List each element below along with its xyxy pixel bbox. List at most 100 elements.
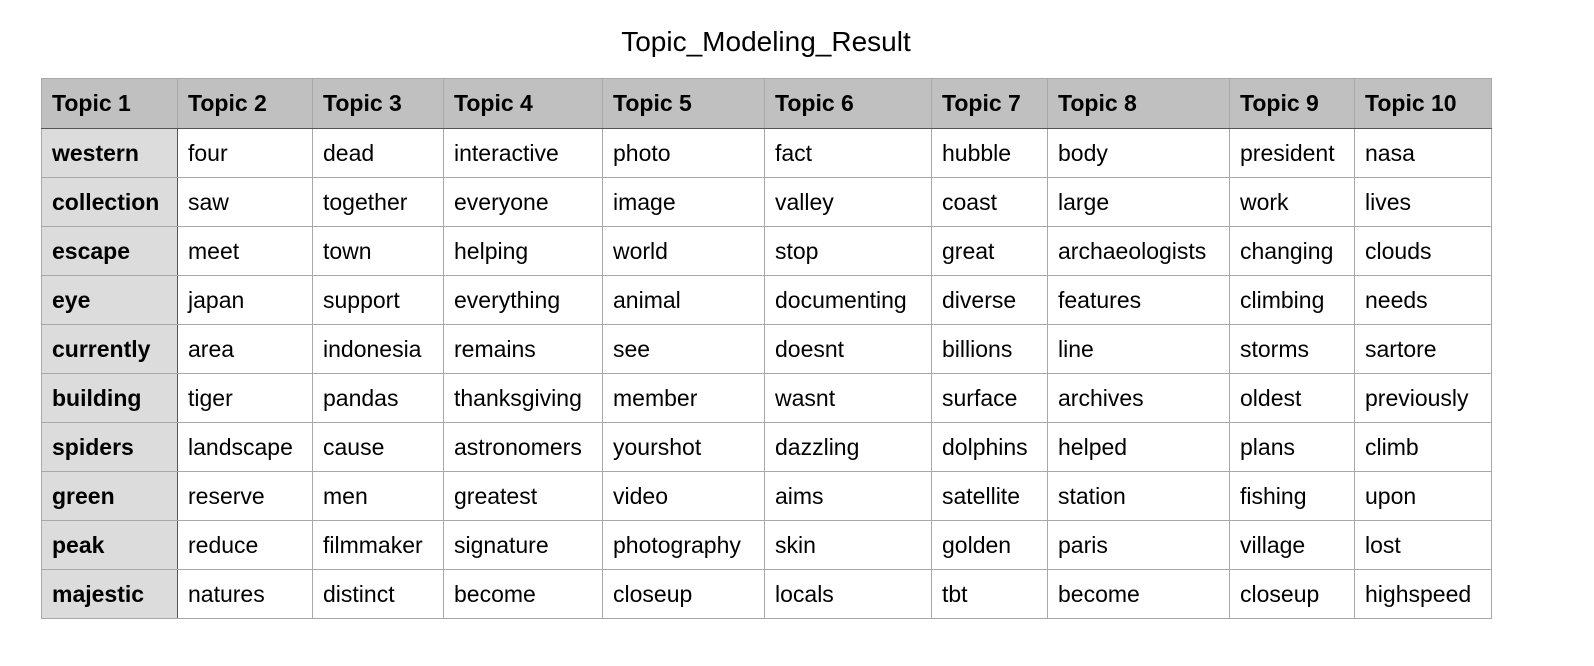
table-cell[interactable]: astronomers: [443, 422, 603, 472]
table-cell[interactable]: features: [1047, 275, 1230, 325]
table-cell[interactable]: village: [1229, 520, 1355, 570]
table-cell[interactable]: archaeologists: [1047, 226, 1230, 276]
table-cell[interactable]: doesnt: [764, 324, 932, 374]
column-header[interactable]: Topic 5: [602, 78, 765, 129]
table-cell[interactable]: work: [1229, 177, 1355, 227]
table-cell[interactable]: surface: [931, 373, 1048, 423]
column-header[interactable]: Topic 4: [443, 78, 603, 129]
table-cell[interactable]: remains: [443, 324, 603, 374]
table-cell[interactable]: paris: [1047, 520, 1230, 570]
table-cell[interactable]: western: [41, 128, 178, 178]
table-cell[interactable]: currently: [41, 324, 178, 374]
table-cell[interactable]: plans: [1229, 422, 1355, 472]
table-cell[interactable]: billions: [931, 324, 1048, 374]
table-cell[interactable]: valley: [764, 177, 932, 227]
table-cell[interactable]: photography: [602, 520, 765, 570]
table-cell[interactable]: photo: [602, 128, 765, 178]
table-cell[interactable]: lives: [1354, 177, 1492, 227]
table-cell[interactable]: yourshot: [602, 422, 765, 472]
table-cell[interactable]: saw: [177, 177, 313, 227]
table-cell[interactable]: previously: [1354, 373, 1492, 423]
table-cell[interactable]: hubble: [931, 128, 1048, 178]
table-cell[interactable]: distinct: [312, 569, 444, 619]
table-cell[interactable]: area: [177, 324, 313, 374]
table-cell[interactable]: aims: [764, 471, 932, 521]
table-cell[interactable]: collection: [41, 177, 178, 227]
table-cell[interactable]: greatest: [443, 471, 603, 521]
table-cell[interactable]: stop: [764, 226, 932, 276]
table-cell[interactable]: storms: [1229, 324, 1355, 374]
table-cell[interactable]: reserve: [177, 471, 313, 521]
table-cell[interactable]: become: [1047, 569, 1230, 619]
column-header[interactable]: Topic 1: [41, 78, 178, 129]
table-cell[interactable]: men: [312, 471, 444, 521]
table-cell[interactable]: peak: [41, 520, 178, 570]
table-cell[interactable]: interactive: [443, 128, 603, 178]
table-cell[interactable]: highspeed: [1354, 569, 1492, 619]
table-cell[interactable]: nasa: [1354, 128, 1492, 178]
table-cell[interactable]: diverse: [931, 275, 1048, 325]
table-cell[interactable]: meet: [177, 226, 313, 276]
table-cell[interactable]: indonesia: [312, 324, 444, 374]
table-cell[interactable]: coast: [931, 177, 1048, 227]
table-cell[interactable]: sartore: [1354, 324, 1492, 374]
table-cell[interactable]: signature: [443, 520, 603, 570]
table-cell[interactable]: support: [312, 275, 444, 325]
table-cell[interactable]: image: [602, 177, 765, 227]
table-cell[interactable]: natures: [177, 569, 313, 619]
table-cell[interactable]: dead: [312, 128, 444, 178]
table-cell[interactable]: building: [41, 373, 178, 423]
table-cell[interactable]: lost: [1354, 520, 1492, 570]
table-cell[interactable]: clouds: [1354, 226, 1492, 276]
table-cell[interactable]: majestic: [41, 569, 178, 619]
table-cell[interactable]: dazzling: [764, 422, 932, 472]
column-header[interactable]: Topic 2: [177, 78, 313, 129]
table-cell[interactable]: climbing: [1229, 275, 1355, 325]
table-cell[interactable]: closeup: [1229, 569, 1355, 619]
table-cell[interactable]: filmmaker: [312, 520, 444, 570]
table-cell[interactable]: thanksgiving: [443, 373, 603, 423]
table-cell[interactable]: dolphins: [931, 422, 1048, 472]
table-cell[interactable]: video: [602, 471, 765, 521]
table-cell[interactable]: spiders: [41, 422, 178, 472]
table-cell[interactable]: tiger: [177, 373, 313, 423]
column-header[interactable]: Topic 8: [1047, 78, 1230, 129]
table-cell[interactable]: town: [312, 226, 444, 276]
table-cell[interactable]: together: [312, 177, 444, 227]
table-cell[interactable]: world: [602, 226, 765, 276]
table-cell[interactable]: helped: [1047, 422, 1230, 472]
table-cell[interactable]: station: [1047, 471, 1230, 521]
table-cell[interactable]: golden: [931, 520, 1048, 570]
table-cell[interactable]: locals: [764, 569, 932, 619]
column-header[interactable]: Topic 3: [312, 78, 444, 129]
column-header[interactable]: Topic 9: [1229, 78, 1355, 129]
table-cell[interactable]: line: [1047, 324, 1230, 374]
column-header[interactable]: Topic 7: [931, 78, 1048, 129]
column-header[interactable]: Topic 10: [1354, 78, 1492, 129]
table-cell[interactable]: everything: [443, 275, 603, 325]
table-cell[interactable]: skin: [764, 520, 932, 570]
table-cell[interactable]: see: [602, 324, 765, 374]
table-cell[interactable]: eye: [41, 275, 178, 325]
table-cell[interactable]: escape: [41, 226, 178, 276]
table-cell[interactable]: four: [177, 128, 313, 178]
table-cell[interactable]: wasnt: [764, 373, 932, 423]
table-cell[interactable]: president: [1229, 128, 1355, 178]
table-cell[interactable]: large: [1047, 177, 1230, 227]
table-cell[interactable]: helping: [443, 226, 603, 276]
table-cell[interactable]: animal: [602, 275, 765, 325]
table-cell[interactable]: reduce: [177, 520, 313, 570]
table-cell[interactable]: fact: [764, 128, 932, 178]
table-cell[interactable]: pandas: [312, 373, 444, 423]
table-cell[interactable]: cause: [312, 422, 444, 472]
table-cell[interactable]: needs: [1354, 275, 1492, 325]
table-cell[interactable]: changing: [1229, 226, 1355, 276]
table-cell[interactable]: tbt: [931, 569, 1048, 619]
table-cell[interactable]: oldest: [1229, 373, 1355, 423]
table-cell[interactable]: archives: [1047, 373, 1230, 423]
table-cell[interactable]: upon: [1354, 471, 1492, 521]
table-cell[interactable]: green: [41, 471, 178, 521]
table-cell[interactable]: satellite: [931, 471, 1048, 521]
table-cell[interactable]: closeup: [602, 569, 765, 619]
table-cell[interactable]: landscape: [177, 422, 313, 472]
